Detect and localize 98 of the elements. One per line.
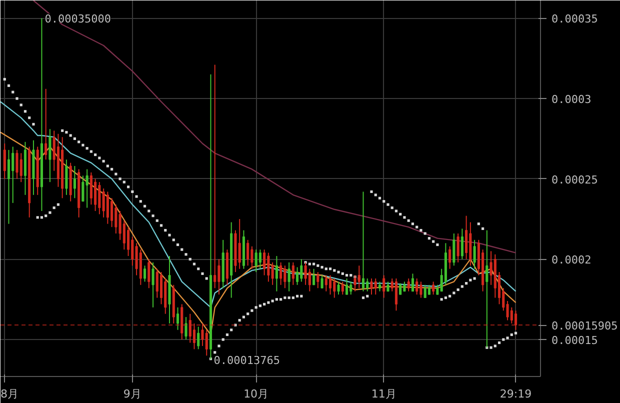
candlestick (382, 274, 386, 298)
candlestick (12, 146, 14, 204)
y-tick-label: 0.0002 (552, 254, 592, 267)
x-tick-label: 8月 (0, 388, 18, 400)
candlestick (370, 278, 373, 296)
candlestick (386, 281, 390, 292)
candlestick (403, 281, 406, 292)
line-series (32, 0, 516, 254)
x-tick-label: 9月 (123, 388, 142, 400)
candlestick (378, 281, 382, 292)
candlestick (452, 232, 456, 266)
candlestick (98, 182, 101, 215)
candlestick (362, 191, 365, 292)
candlestick (127, 226, 130, 256)
candlestick (143, 265, 146, 282)
candlestick (218, 258, 220, 296)
candlestick (324, 274, 328, 292)
candlestick (345, 278, 348, 296)
candlestick (420, 281, 422, 298)
candlestick (432, 281, 435, 296)
annotation: 0.00035000 (44, 12, 111, 26)
candlestick (118, 210, 122, 240)
candlestick (337, 281, 340, 296)
candlestick (304, 262, 307, 286)
candlestick (399, 282, 402, 296)
annotation: 0.00013765 (214, 354, 280, 367)
candlestick (275, 255, 278, 292)
candlestick (312, 268, 316, 286)
candlestick (65, 159, 68, 196)
candlestick (280, 262, 282, 286)
candlestick (460, 228, 464, 260)
candlestick (490, 250, 492, 286)
candlestick (160, 272, 163, 305)
y-tick-label: 0.0003 (552, 93, 592, 106)
candlestick (3, 143, 6, 180)
y-tick-label: 0.00015 (552, 334, 598, 348)
candlestick (374, 278, 377, 296)
line-series (0, 101, 516, 308)
candlestick (416, 278, 418, 296)
candlestick (114, 204, 118, 234)
candlestick (292, 262, 294, 286)
candlestick (214, 64, 216, 289)
candlestick (428, 284, 430, 296)
candlestick (267, 252, 270, 282)
candlestick (106, 191, 109, 224)
candlestick (156, 268, 158, 298)
candlestick (341, 281, 344, 296)
candlestick (288, 262, 290, 292)
candlestick (424, 284, 426, 298)
candlestick (7, 149, 10, 224)
candlestick (296, 266, 299, 286)
candlestick (148, 258, 150, 289)
candlestick (135, 242, 138, 276)
candlestick (197, 326, 200, 350)
candlestick (110, 198, 114, 228)
candlestick (284, 265, 286, 289)
candlestick (90, 172, 92, 206)
candlestick (258, 249, 262, 270)
candlestick (333, 278, 336, 298)
candlestick (300, 258, 303, 282)
candlestick (473, 239, 476, 270)
candlestick (350, 281, 352, 296)
ref-line-label: 0.00015905 (552, 320, 618, 332)
candlestick (254, 249, 258, 273)
y-tick-label: 0.00035 (552, 12, 598, 26)
x-tick-label: 10月 (244, 388, 269, 400)
candlestick (86, 168, 88, 208)
candlestick (176, 306, 180, 330)
candlestick (73, 166, 76, 199)
candlestick (44, 88, 48, 160)
candlestick (316, 272, 320, 289)
candlestick (246, 239, 250, 266)
candlestick (263, 249, 266, 276)
candlestick (320, 274, 324, 289)
candlestick (411, 273, 414, 292)
candlestick (238, 218, 241, 270)
candlestick (184, 316, 188, 340)
x-tick-label: 11月 (371, 388, 396, 400)
y-tick-label: 0.00025 (552, 173, 598, 186)
candlestick (152, 262, 154, 308)
candlestick (205, 329, 208, 356)
candlestick (448, 246, 452, 270)
candlestick (94, 178, 97, 212)
candlestick (308, 268, 311, 292)
candlestick (20, 152, 22, 183)
candlestick (328, 274, 332, 296)
line-series (0, 132, 516, 336)
candlestick (102, 188, 105, 218)
candlestick (16, 149, 18, 180)
candlestick (48, 128, 52, 183)
candlestick (456, 232, 460, 263)
candlestick (394, 278, 398, 312)
candlestick (82, 175, 84, 202)
x-tick-label: 29:19 (500, 388, 532, 400)
candlestick (407, 278, 410, 292)
candlestick (366, 278, 369, 292)
candlestick (250, 246, 254, 270)
candlestick (465, 215, 468, 260)
